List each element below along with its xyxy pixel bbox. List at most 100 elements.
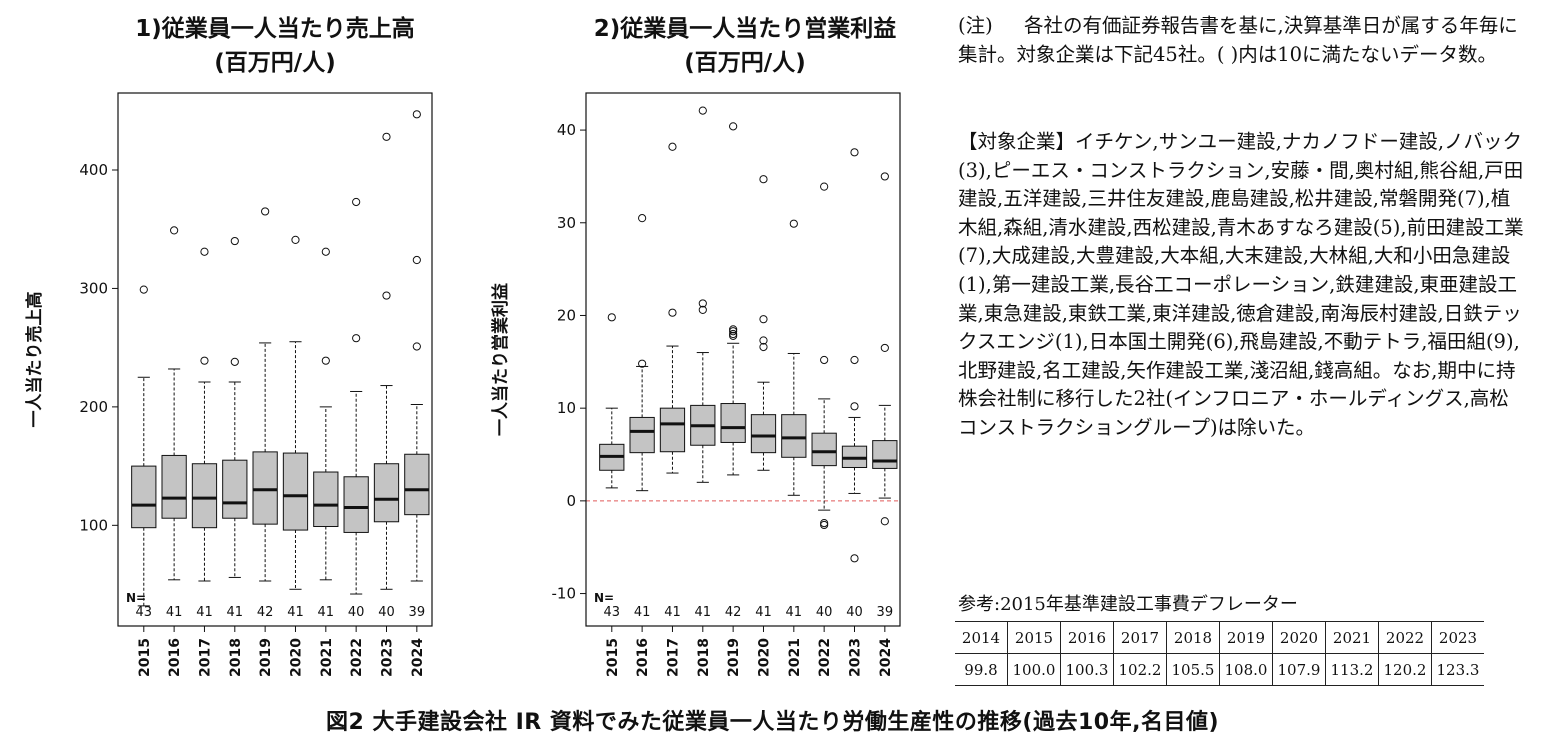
box-2016: 41 2016 [161, 226, 187, 677]
x-tick-label: 2022 [817, 638, 833, 677]
box-2024: 39 2024 [872, 172, 898, 677]
box-2016: 41 2016 [629, 214, 655, 677]
box-2017: 41 2017 [191, 247, 218, 677]
outlier-point [880, 172, 889, 181]
n-count: 40 [846, 605, 863, 620]
x-tick-label: 2023 [847, 638, 863, 677]
note-head: (注) [958, 14, 993, 37]
outlier-point [880, 343, 889, 353]
deflator-table: 2014 2015 2016 2017 2018 2019 2020 2021 2022 2023… [955, 621, 1484, 686]
deflator-year-2019: 2019 [1219, 621, 1273, 654]
outlier-point [321, 247, 330, 256]
n-label: N= [594, 591, 614, 605]
n-count: 41 [786, 605, 803, 620]
n-count: 43 [136, 605, 153, 620]
n-count: 41 [634, 605, 651, 620]
iqr-box [629, 416, 655, 454]
outlier-point [139, 285, 148, 294]
box-2021: 41 2021 [781, 219, 807, 677]
x-tick-label: 2018 [228, 638, 244, 677]
x-tick-label: 2021 [319, 638, 335, 677]
deflator-year-2016: 2016 [1060, 621, 1114, 654]
outlier-point [170, 226, 179, 235]
outlier-point [759, 342, 768, 352]
target-companies-head: 【対象企業】 [958, 130, 1076, 153]
deflator-value-2021: 113.2 [1325, 653, 1379, 686]
x-tick-label: 2023 [379, 638, 395, 677]
n-label: N= [126, 591, 146, 605]
iqr-box [750, 414, 777, 454]
n-count: 40 [816, 605, 833, 620]
outlier-point [412, 342, 421, 351]
target-companies: 【対象企業】イチケン,サンユー建設,ナカノフドー建設,ノバック(3),ピーエス・… [958, 128, 1524, 443]
iqr-box [872, 440, 898, 469]
target-companies-body: イチケン,サンユー建設,ナカノフドー建設,ノバック(3),ピーエス・コンストラク… [958, 130, 1524, 439]
outlier-point [321, 356, 330, 365]
outlier-point [820, 355, 829, 365]
outlier-point [729, 325, 738, 334]
n-count: 41 [664, 605, 681, 620]
n-count: 40 [348, 605, 365, 620]
deflator-year-2023: 2023 [1431, 621, 1484, 654]
chart2-title: 2)従業員一人当たり営業利益 (百万円/人) [593, 16, 897, 76]
x-tick-label: 2015 [137, 638, 153, 677]
deflator-years-row: 2014 2015 2016 2017 2018 2019 2020 2021 2022 2023 [955, 621, 1484, 654]
iqr-box [404, 453, 430, 516]
deflator-value-2023: 123.3 [1431, 653, 1484, 686]
figure-caption: 図2 大手建設会社 IR 資料でみた従業員一人当たり労働生産性の推移(過去10年… [326, 710, 1219, 735]
iqr-box [252, 451, 278, 525]
boxplot-1: 43 2015 41 2016 41 2017 41 2018 42 2019 41 2020 41 20… [24, 92, 433, 677]
y-axis-label: 一人当たり売上高 [24, 292, 45, 428]
y-tick-label: 20 [557, 306, 576, 324]
n-count: 41 [166, 605, 183, 620]
deflator-value-2015: 100.0 [1007, 653, 1061, 686]
deflator-value-2020: 107.9 [1272, 653, 1326, 686]
n-count: 41 [755, 605, 772, 620]
box-2019: 42 2019 [252, 207, 278, 677]
deflator-year-2017: 2017 [1113, 621, 1167, 654]
x-tick-label: 2019 [258, 638, 274, 677]
iqr-box [781, 414, 807, 458]
iqr-box [313, 471, 339, 528]
deflator-year-2021: 2021 [1325, 621, 1379, 654]
deflator-value-2017: 102.2 [1113, 653, 1167, 686]
y-tick-label: 10 [557, 399, 576, 417]
y-tick-label: 100 [79, 516, 108, 534]
outlier-point [291, 235, 300, 244]
n-count: 41 [318, 605, 335, 620]
n-count: 39 [877, 605, 894, 620]
deflator-value-2018: 105.5 [1166, 653, 1220, 686]
outlier-point [200, 356, 209, 365]
n-count: 41 [695, 605, 712, 620]
deflator-value-2022: 120.2 [1378, 653, 1432, 686]
iqr-box [811, 432, 837, 467]
x-tick-label: 2019 [726, 638, 742, 677]
outlier-point [412, 255, 421, 265]
outlier-point [261, 207, 270, 216]
iqr-box [161, 454, 187, 519]
y-tick-label: 400 [79, 161, 108, 179]
plot-frame [117, 92, 433, 627]
outlier-point [729, 329, 738, 339]
deflator-year-2022: 2022 [1378, 621, 1432, 654]
outlier-point [382, 132, 391, 141]
x-tick-label: 2017 [197, 638, 213, 677]
outlier-point [850, 402, 859, 411]
y-tick-label: -10 [552, 585, 577, 603]
outlier-point [230, 357, 239, 366]
box-2017: 41 2017 [659, 142, 686, 677]
outlier-point [789, 219, 798, 228]
note-body: 各社の有価証券報告書を基に,決算基準日が属する年毎に集計。対象企業は下記45社。… [958, 14, 1518, 66]
box-2015: 43 2015 [131, 285, 157, 677]
y-tick-label: 200 [79, 398, 108, 416]
n-count: 43 [604, 605, 621, 620]
n-count: 42 [257, 605, 274, 620]
iqr-box [373, 463, 400, 523]
n-count: 41 [196, 605, 213, 620]
x-tick-label: 2016 [167, 638, 183, 677]
x-tick-label: 2016 [635, 638, 651, 677]
x-tick-label: 2022 [349, 638, 365, 677]
box-2021: 41 2021 [313, 247, 339, 677]
deflator-year-2015: 2015 [1007, 621, 1061, 654]
